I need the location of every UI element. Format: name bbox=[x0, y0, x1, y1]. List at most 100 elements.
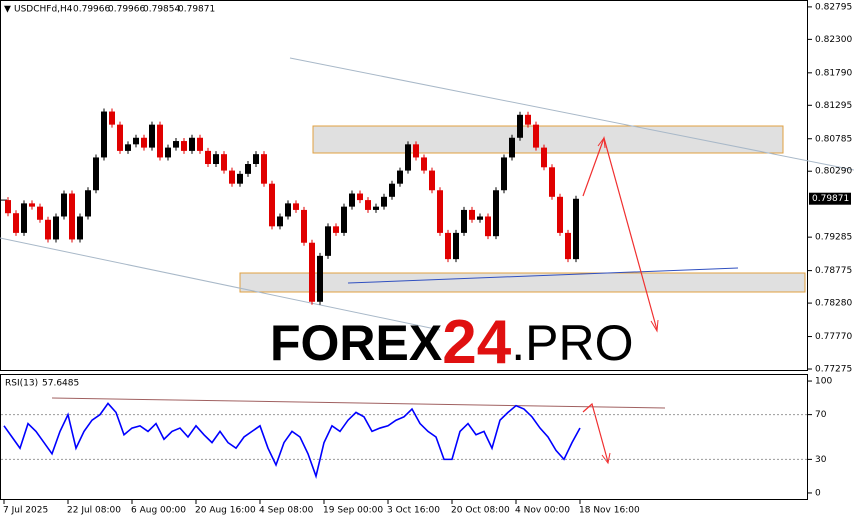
x-tick-label: 22 Jul 08:00 bbox=[67, 506, 121, 516]
candle bbox=[325, 226, 331, 256]
x-tick-label: 4 Nov 00:00 bbox=[515, 506, 570, 516]
candle bbox=[93, 157, 99, 191]
x-tick-label: 20 Aug 16:00 bbox=[195, 506, 256, 516]
candle bbox=[133, 137, 139, 145]
candle bbox=[229, 170, 235, 184]
y-tick-label: 0.80785 bbox=[815, 134, 852, 144]
candle bbox=[381, 196, 387, 207]
candle bbox=[149, 124, 155, 148]
rsi-value: 57.6485 bbox=[42, 379, 79, 389]
candle bbox=[245, 164, 251, 174]
candle bbox=[445, 232, 451, 260]
candle bbox=[189, 137, 195, 151]
ohlc: 0.79854 bbox=[143, 5, 180, 15]
candle bbox=[181, 141, 187, 151]
candle bbox=[45, 219, 51, 240]
x-tick-label: 7 Jul 2025 bbox=[3, 506, 48, 516]
candle bbox=[237, 173, 243, 184]
candle bbox=[173, 141, 179, 148]
candle bbox=[333, 226, 339, 233]
ohlc: 0.79966 bbox=[73, 5, 110, 15]
candle bbox=[213, 154, 219, 165]
candle bbox=[21, 203, 27, 233]
candle bbox=[437, 190, 443, 233]
channel-top bbox=[289, 57, 854, 171]
y-tick-label: 0 bbox=[815, 488, 821, 498]
x-tick-label: 20 Oct 08:00 bbox=[451, 506, 510, 516]
candle bbox=[549, 167, 555, 197]
candle bbox=[453, 232, 459, 260]
watermark-part: 24 bbox=[442, 308, 511, 377]
candle bbox=[517, 114, 523, 138]
resistance-zone bbox=[312, 125, 784, 154]
candle bbox=[493, 190, 499, 237]
annotations bbox=[0, 57, 854, 465]
candle bbox=[429, 170, 435, 191]
candle bbox=[269, 183, 275, 227]
candle bbox=[541, 147, 547, 168]
candle bbox=[141, 137, 147, 148]
y-tick-label: 0.77275 bbox=[815, 365, 852, 375]
candle bbox=[373, 206, 379, 210]
candle bbox=[109, 111, 115, 125]
candle bbox=[557, 196, 563, 233]
candle bbox=[461, 209, 467, 233]
y-tick-label: 0.82795 bbox=[815, 2, 852, 12]
candle bbox=[125, 144, 131, 151]
candle bbox=[101, 111, 107, 158]
candle bbox=[165, 147, 171, 158]
y-tick-label: 70 bbox=[815, 410, 827, 420]
y-tick-label: 100 bbox=[815, 377, 832, 387]
price-panel bbox=[0, 0, 808, 371]
candle bbox=[117, 124, 123, 151]
candle bbox=[365, 200, 371, 210]
candle bbox=[421, 157, 427, 171]
candle bbox=[573, 198, 579, 260]
candle bbox=[349, 193, 355, 207]
rsi-panel bbox=[0, 374, 808, 500]
candle bbox=[293, 203, 299, 210]
candle bbox=[413, 144, 419, 158]
current-price: 0.79871 bbox=[812, 194, 849, 204]
candle bbox=[197, 137, 203, 151]
candle bbox=[205, 150, 211, 165]
rsi-forecast-arrow bbox=[582, 402, 609, 463]
candle bbox=[261, 154, 267, 184]
y-tick-label: 0.77770 bbox=[815, 332, 852, 342]
candle bbox=[157, 124, 163, 158]
candle bbox=[405, 144, 411, 171]
rsi-title: RSI(13) bbox=[5, 379, 38, 389]
x-tick-label: 6 Aug 00:00 bbox=[131, 506, 186, 516]
x-tick-label: 4 Sep 08:00 bbox=[259, 506, 314, 516]
channel-bottom bbox=[0, 237, 441, 331]
candle bbox=[37, 206, 43, 220]
arrow-head bbox=[601, 452, 611, 465]
arrow-head bbox=[650, 319, 659, 333]
candle bbox=[309, 242, 315, 302]
rsi-trendline bbox=[51, 397, 666, 409]
candle bbox=[5, 200, 11, 214]
candle bbox=[509, 137, 515, 158]
x-tick-label: 19 Sep 00:00 bbox=[323, 506, 383, 516]
candle bbox=[525, 114, 531, 125]
watermark-part: FOREX bbox=[270, 315, 442, 371]
menu-arrow: ▼ bbox=[4, 5, 11, 15]
y-tick-label: 0.78775 bbox=[815, 266, 852, 276]
candle bbox=[389, 183, 395, 197]
y-tick-label: 0.81790 bbox=[815, 68, 852, 78]
candle bbox=[533, 124, 539, 148]
candle bbox=[397, 170, 403, 184]
x-tick-label: 3 Oct 16:00 bbox=[387, 506, 440, 516]
watermark: FOREX24.PRO bbox=[270, 308, 633, 377]
y-tick-label: 0.79285 bbox=[815, 233, 852, 243]
watermark-part: .PRO bbox=[511, 315, 633, 371]
candle bbox=[501, 157, 507, 191]
ohlc: 0.79966 bbox=[108, 5, 145, 15]
candle bbox=[13, 213, 19, 233]
symbol: USDCHFd,H4 bbox=[14, 5, 73, 15]
price-label-bg bbox=[809, 192, 851, 205]
rsi-line bbox=[3, 402, 581, 479]
y-tick-label: 0.78280 bbox=[815, 299, 852, 309]
candle bbox=[253, 154, 259, 165]
